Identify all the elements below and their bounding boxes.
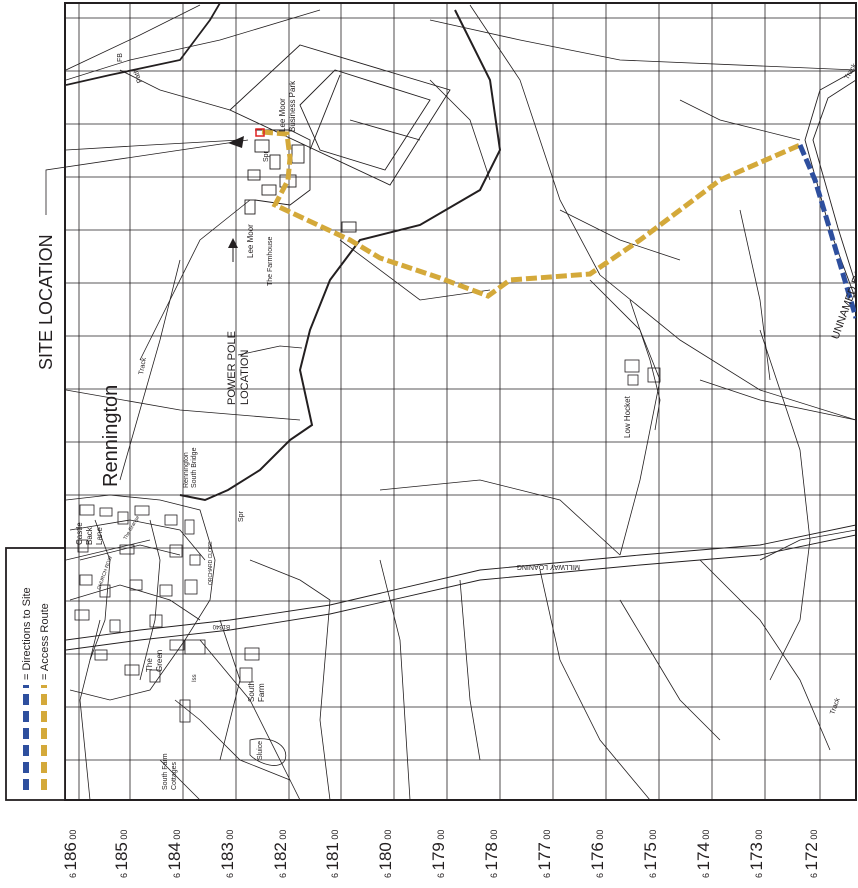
grid-coordinate-label: 6 183 00	[218, 830, 237, 878]
label-path: Path	[132, 68, 144, 84]
directions-route	[797, 144, 856, 319]
place-rennington-south-bridge-1: Rennington	[183, 452, 190, 488]
legend-item-access: = Access Route	[39, 603, 51, 680]
label-sluice: Sluice	[257, 741, 264, 760]
place-orchard-close: ORCHARD CLOSE	[208, 541, 214, 585]
rennington-village	[66, 494, 291, 781]
stream	[179, 9, 502, 502]
grid-coordinate-label: 6 179 00	[429, 830, 448, 878]
place-castle-3: Lane	[95, 527, 104, 545]
grid-coordinate-label: 6 172 00	[802, 830, 821, 878]
place-south-farm-cottages-1: South Farm	[162, 753, 169, 790]
power-pole-label-1: POWER POLE	[226, 331, 238, 405]
grid-lines	[66, 4, 856, 800]
place-the-green-1: The	[145, 658, 154, 672]
main-road	[66, 524, 856, 651]
grid-coordinate-label: 6 174 00	[694, 830, 713, 878]
site-location-leader	[45, 139, 249, 215]
place-castle-2: Back	[85, 526, 94, 545]
place-south-farm-2: Farm	[257, 683, 266, 702]
grid-coordinate-label: 6 182 00	[271, 830, 290, 878]
place-business-park-2: Business Park	[288, 80, 297, 132]
label-fb: FB	[117, 53, 124, 62]
grid-coordinate-labels: 6 186 00 6 185 00 6 184 00 6 183 00 6 182 00…	[61, 830, 821, 878]
place-castle-1: Castle	[75, 522, 84, 545]
site-location-label: SITE LOCATION	[36, 234, 56, 370]
road-name-label: MILLWAY LOANING	[516, 563, 580, 570]
grid-coordinate-label: 6 178 00	[482, 830, 501, 878]
grid-coordinate-label: 6 176 00	[588, 830, 607, 878]
place-rennington-south-bridge-2: South Bridge	[191, 447, 198, 488]
label-iss: Iss	[192, 674, 198, 682]
place-south-farm-1: South	[247, 681, 256, 702]
grid-coordinate-label: 6 185 00	[112, 830, 131, 878]
grid-coordinate-label: 6 186 00	[61, 830, 80, 878]
power-pole-label-2: LOCATION	[239, 350, 251, 405]
place-lee-moor: Lee Moor	[246, 224, 255, 258]
village-label: Rennington	[100, 385, 122, 487]
legend: = Directions to Site = Access Route	[5, 547, 66, 801]
place-the-green-2: Green	[155, 650, 164, 672]
site-marker	[255, 128, 265, 137]
business-park	[229, 44, 451, 233]
arrow-head-icon	[228, 238, 238, 248]
label-track-left: Track	[138, 357, 148, 376]
grid-coordinate-label: 6 177 00	[535, 830, 554, 878]
label-spr-mid: Spr	[238, 510, 245, 522]
road-number-label: B1340	[212, 623, 230, 629]
map-frame	[64, 2, 857, 801]
top-left-road	[66, 4, 221, 86]
low-hocket-buildings	[624, 299, 661, 431]
label-spr-top: Spr	[263, 150, 270, 162]
place-business-park-1: Lee Moor	[278, 98, 287, 132]
grid-coordinate-label: 6 181 00	[323, 830, 342, 878]
place-the-farmhouse: The Farmhouse	[267, 236, 274, 286]
access-route	[261, 129, 802, 299]
grid-coordinate-label: 6 175 00	[641, 830, 660, 878]
power-pole-callout	[237, 345, 303, 356]
grid-coordinate-label: 6 173 00	[747, 830, 766, 878]
place-south-farm-cottages-2: Cottages	[171, 761, 178, 790]
legend-item-directions: = Directions to Site	[21, 587, 33, 680]
grid-coordinate-label: 6 180 00	[376, 830, 395, 878]
grid-coordinate-label: 6 184 00	[165, 830, 184, 878]
place-low-hocket: Low Hocket	[623, 395, 632, 438]
